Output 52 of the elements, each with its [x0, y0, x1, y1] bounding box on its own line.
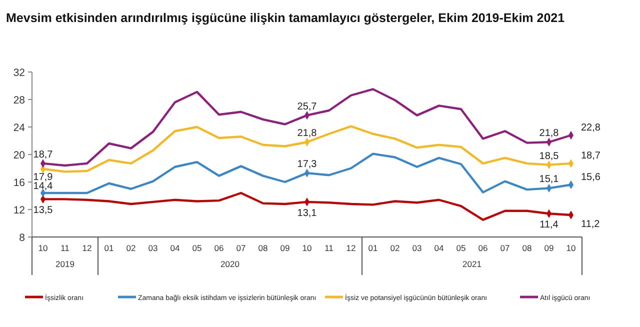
x-tick-label: 02 — [390, 243, 400, 253]
x-tick-label: 08 — [522, 243, 532, 253]
x-tick-label: 10 — [302, 243, 312, 253]
text: 2019 — [56, 259, 75, 269]
x-tick-label: 05 — [192, 243, 202, 253]
x-tick-label: 11 — [324, 243, 334, 253]
x-tick-label: 01 — [368, 243, 378, 253]
data-label: 18,7 — [33, 149, 54, 160]
y-tick-label: 24 — [13, 122, 26, 134]
x-tick-label: 10 — [566, 243, 576, 253]
x-tick-label: 01 — [104, 243, 114, 253]
data-label: 17,3 — [297, 159, 318, 170]
y-tick-label: 16 — [13, 177, 26, 189]
y-tick-label: 8 — [19, 232, 26, 244]
text: 2021 — [462, 259, 482, 269]
data-label: 25,7 — [297, 101, 318, 112]
y-tick-label: 32 — [13, 67, 26, 79]
x-tick-label: 09 — [544, 243, 554, 253]
data-label: 18,7 — [581, 150, 601, 162]
data-label: 11,2 — [581, 219, 600, 230]
data-label: 13,5 — [33, 205, 54, 216]
x-tick-label: 08 — [258, 243, 268, 253]
x-tick-label: 02 — [126, 243, 136, 253]
x-tick-label: 12 — [82, 243, 92, 253]
x-tick-label: 09 — [280, 243, 290, 253]
x-tick-label: 05 — [456, 243, 466, 253]
x-tick-label: 03 — [412, 243, 422, 253]
data-label: 13,1 — [297, 208, 318, 219]
x-tick-label: 04 — [434, 243, 444, 253]
x-tick-label: 07 — [236, 243, 246, 253]
data-label: 11,4 — [540, 220, 559, 231]
text: 2020 — [220, 259, 240, 269]
data-label: 22,8 — [581, 122, 601, 134]
x-tick-label: 10 — [38, 243, 48, 253]
data-label: 18,5 — [539, 150, 560, 162]
chart-title: Mevsim etkisinden arındırılmış işgücüne ilişkin tamamlayıcı göstergeler, Ekim 2019-Ekim 2021 — [6, 11, 565, 25]
x-tick-label: 12 — [346, 243, 356, 253]
data-label: 21,8 — [539, 128, 560, 140]
x-tick-label: 06 — [214, 243, 224, 253]
x-tick-label: 04 — [170, 243, 180, 253]
data-label: 14,4 — [33, 181, 54, 192]
y-tick-label: 12 — [13, 204, 26, 216]
data-label: 15,1 — [539, 174, 560, 186]
data-label: 17,9 — [33, 172, 54, 183]
x-tick-label: 03 — [148, 243, 158, 253]
x-tick-label: 11 — [60, 243, 70, 253]
x-tick-label: 06 — [478, 243, 488, 253]
y-tick-label: 28 — [13, 94, 26, 106]
data-label: 21,8 — [297, 128, 318, 140]
x-tick-label: 07 — [500, 243, 510, 253]
data-label: 15,6 — [581, 172, 601, 183]
y-tick-label: 20 — [13, 150, 26, 162]
